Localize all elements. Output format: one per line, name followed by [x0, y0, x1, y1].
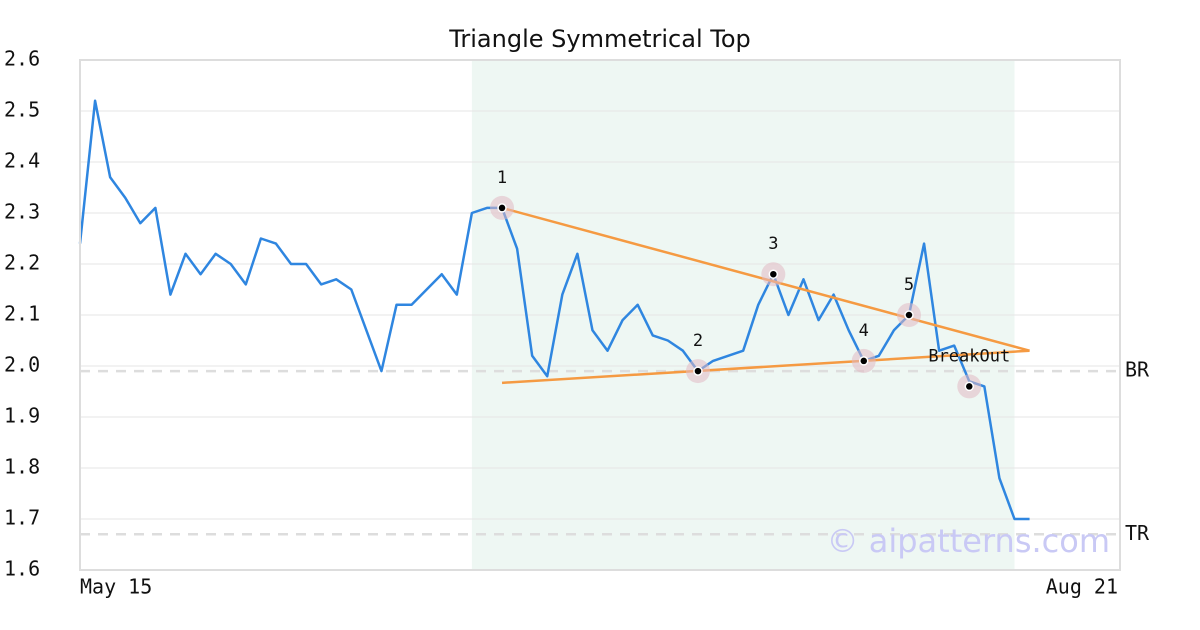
y-tick-label: 2.2	[4, 251, 40, 275]
y-tick-label: 2.0	[4, 353, 40, 377]
pattern-point-label: 2	[693, 331, 703, 351]
x-tick-label: Aug 21	[1046, 575, 1118, 599]
pattern-point	[693, 366, 703, 376]
watermark: © aipatterns.com	[827, 522, 1110, 560]
y-tick-label: 2.1	[4, 302, 40, 326]
pattern-point-label: 5	[904, 275, 914, 295]
pattern-point	[768, 269, 779, 279]
pattern-point-label: 4	[859, 321, 869, 341]
pattern-point-label: BreakOut	[928, 346, 1010, 366]
y-tick-label: 2.6	[4, 47, 40, 71]
trendline	[501, 349, 1030, 385]
y-tick-label: 1.7	[4, 506, 40, 530]
chart-title: Triangle Symmetrical Top	[448, 25, 751, 53]
plot-border	[79, 59, 1121, 571]
y-tick-label: 2.5	[4, 98, 40, 122]
y-tick-label: 2.4	[4, 149, 40, 173]
level-label: TR	[1125, 521, 1150, 545]
pattern-point-label: 3	[768, 234, 778, 254]
y-tick-label: 2.3	[4, 200, 40, 224]
x-tick-label: May 15	[80, 575, 152, 599]
y-tick-label: 1.9	[4, 404, 40, 428]
pattern-point-label: 1	[497, 168, 507, 188]
y-tick-label: 1.8	[4, 455, 40, 479]
pattern-point	[964, 381, 975, 392]
pattern-point	[497, 203, 507, 213]
level-label: BR	[1125, 358, 1150, 382]
y-tick-label: 1.6	[4, 557, 40, 581]
pattern-point	[904, 310, 914, 320]
pattern-point	[859, 356, 869, 366]
